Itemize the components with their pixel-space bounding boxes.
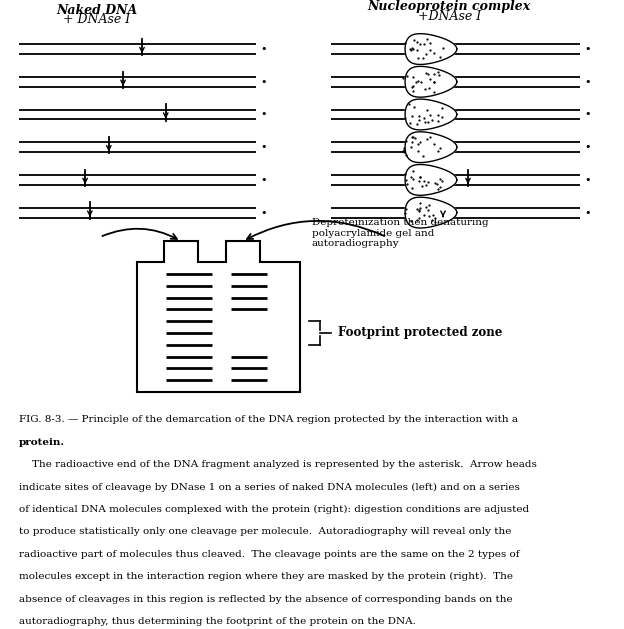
- Text: Deproteinization then denaturing
polyacrylamide gel and
autoradiography: Deproteinization then denaturing polyacr…: [312, 218, 489, 248]
- Text: Nucleoprotein complex: Nucleoprotein complex: [368, 0, 531, 13]
- Polygon shape: [405, 99, 457, 130]
- Text: •: •: [585, 77, 591, 87]
- Text: molecules except in the interaction region where they are masked by the protein : molecules except in the interaction regi…: [19, 572, 513, 581]
- Polygon shape: [405, 67, 457, 97]
- Text: •: •: [585, 142, 591, 152]
- Text: autoradiography, thus determining the footprint of the protein on the DNA.: autoradiography, thus determining the fo…: [19, 617, 416, 626]
- Text: protein.: protein.: [19, 438, 65, 447]
- Text: •: •: [260, 77, 266, 87]
- Text: •: •: [260, 44, 266, 54]
- Polygon shape: [405, 198, 457, 228]
- Text: The radioactive end of the DNA fragment analyzed is represented by the asterisk.: The radioactive end of the DNA fragment …: [19, 460, 537, 469]
- Text: absence of cleavages in this region is reflected by the absence of corresponding: absence of cleavages in this region is r…: [19, 595, 512, 604]
- Text: indicate sites of cleavage by DNase 1 on a series of naked DNA molecules (left) : indicate sites of cleavage by DNase 1 on…: [19, 482, 520, 492]
- Text: radioactive part of molecules thus cleaved.  The cleavage points are the same on: radioactive part of molecules thus cleav…: [19, 550, 519, 559]
- Text: •: •: [260, 142, 266, 152]
- Text: •: •: [260, 208, 266, 218]
- Text: +DNAse I: +DNAse I: [417, 10, 481, 23]
- Text: Naked DNA: Naked DNA: [56, 4, 137, 17]
- Text: FIG. 8-3. — Principle of the demarcation of the DNA region protected by the inte: FIG. 8-3. — Principle of the demarcation…: [19, 415, 518, 424]
- Text: •: •: [260, 109, 266, 120]
- Text: •: •: [585, 44, 591, 54]
- Polygon shape: [137, 241, 300, 392]
- Text: •: •: [260, 175, 266, 185]
- Text: •: •: [585, 175, 591, 185]
- Text: to produce statistically only one cleavage per molecule.  Autoradiography will r: to produce statistically only one cleava…: [19, 527, 511, 537]
- Polygon shape: [405, 34, 457, 64]
- Text: + DNAse I: + DNAse I: [63, 13, 130, 26]
- Polygon shape: [405, 132, 457, 162]
- Text: of identical DNA molecules complexed with the protein (right): digestion conditi: of identical DNA molecules complexed wit…: [19, 505, 529, 514]
- Text: Footprint protected zone: Footprint protected zone: [338, 326, 502, 340]
- Text: •: •: [585, 109, 591, 120]
- Polygon shape: [405, 165, 457, 195]
- Text: •: •: [585, 208, 591, 218]
